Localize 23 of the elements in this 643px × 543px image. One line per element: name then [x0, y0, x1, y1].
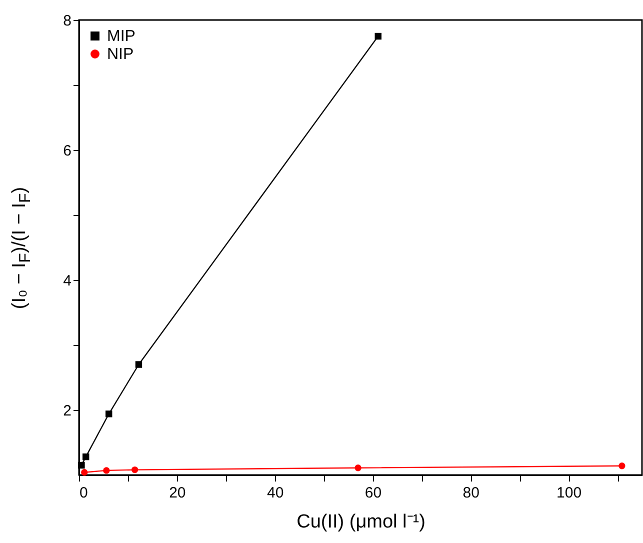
y-tick-label: 2 — [63, 402, 72, 420]
point — [131, 466, 138, 474]
point — [374, 32, 382, 40]
x-tick-label: 40 — [266, 484, 284, 502]
point — [82, 453, 90, 460]
point — [106, 410, 112, 418]
x-tick-label: 20 — [169, 484, 186, 502]
x-axis-title: Cu(II) (μmol l⁻¹) — [296, 512, 426, 532]
x-tick-label: 80 — [462, 484, 480, 502]
y-tick-label: 8 — [63, 12, 72, 30]
x-tick-label: 0 — [80, 484, 88, 502]
y-tick-label: 4 — [63, 272, 72, 290]
point — [354, 464, 362, 472]
x-tick-label: 100 — [556, 484, 582, 502]
point — [103, 467, 110, 474]
point — [78, 462, 85, 469]
point — [135, 361, 142, 368]
legend-label: MIP — [107, 28, 136, 45]
point — [618, 462, 626, 470]
legend-label: NIP — [107, 46, 134, 63]
x-tick-label: 60 — [364, 484, 382, 502]
point — [81, 469, 88, 476]
y-tick-label: 6 — [63, 142, 72, 160]
